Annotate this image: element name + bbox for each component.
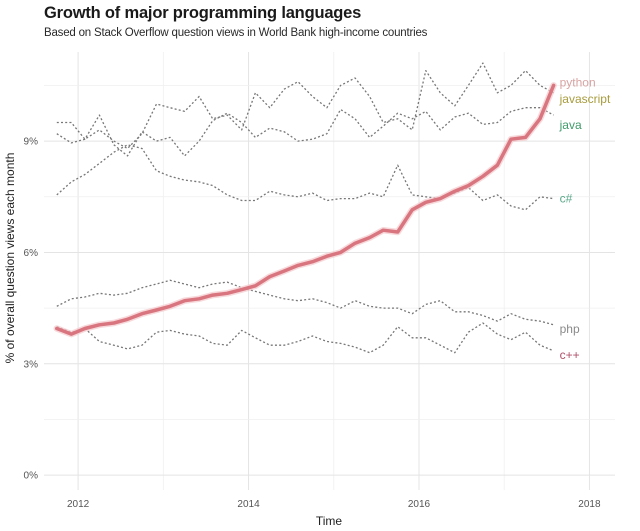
line-php — [56, 279, 554, 326]
chart-title: Growth of major programming languages — [44, 4, 362, 22]
y-tick-label: 6% — [24, 248, 39, 259]
grid — [44, 52, 615, 490]
series-label-java: java — [559, 118, 582, 132]
x-axis-ticks: 2012 2014 2016 2018 — [67, 499, 601, 510]
x-tick-label: 2014 — [237, 499, 260, 510]
chart-subtitle: Based on Stack Overflow question views i… — [44, 27, 428, 39]
series-label-javascript: javascript — [559, 92, 611, 106]
y-tick-label: 3% — [24, 359, 39, 370]
line-c-sharp — [56, 144, 554, 211]
series-label-cpp: c++ — [560, 348, 580, 362]
x-axis-title: Time — [316, 514, 343, 528]
x-tick-label: 2016 — [408, 499, 431, 510]
y-tick-label: 9% — [24, 137, 39, 148]
y-axis-title: % of overall question views each month — [3, 153, 17, 364]
x-tick-label: 2012 — [67, 499, 90, 510]
series-lines — [53, 62, 557, 354]
series-label-php: php — [560, 322, 580, 336]
y-tick-label: 0% — [24, 471, 39, 482]
y-axis-ticks: 0% 3% 6% 9% — [24, 137, 39, 482]
series-labels: javascript java c# php c++ python — [559, 75, 611, 361]
line-javascript — [56, 62, 554, 150]
x-tick-label: 2018 — [578, 499, 601, 510]
line-cpp — [56, 322, 554, 354]
line-halo-python — [53, 82, 557, 338]
line-python — [55, 83, 556, 336]
series-label-c-sharp: c# — [560, 192, 573, 206]
line-java — [56, 107, 554, 157]
series-label-python: python — [560, 75, 596, 89]
